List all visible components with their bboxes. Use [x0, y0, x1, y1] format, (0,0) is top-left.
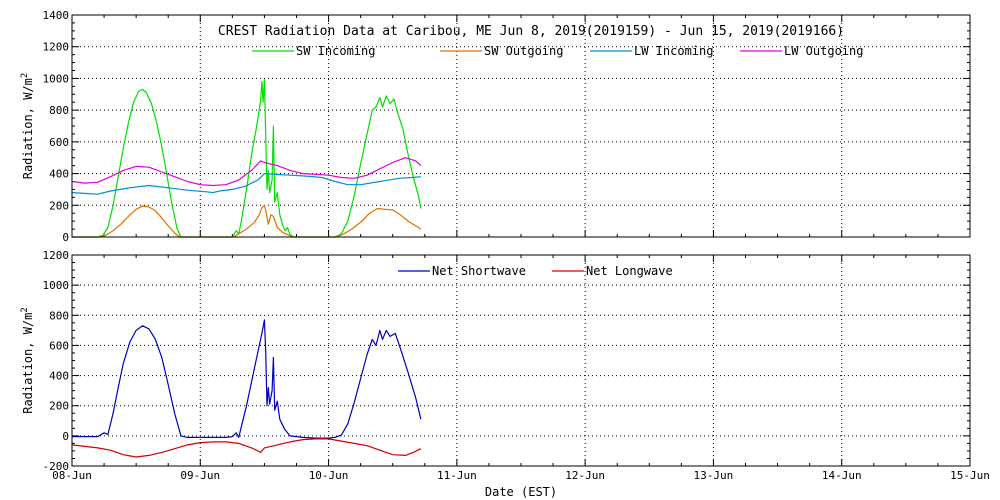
y-tick-label: -200 [43, 460, 70, 473]
y-tick-label: 1000 [43, 72, 70, 85]
legend-label: Net Shortwave [432, 264, 526, 278]
legend-label: SW Incoming [296, 44, 375, 58]
series-line-net-shortwave [72, 319, 422, 439]
plot-frame [71, 254, 971, 467]
y-tick-label: 1200 [43, 41, 70, 54]
x-tick-label: 11-Jun [437, 469, 477, 482]
chart-panel-2: -200 0 200 400 600 800 1000 1200 08-Jun 09-Jun 10-… [20, 249, 990, 499]
x-axis-title: Date (EST) [485, 485, 557, 499]
y-tick-label: 400 [49, 370, 69, 383]
x-tick-label: 09-Jun [180, 469, 220, 482]
x-tick-label: 14-Jun [822, 469, 862, 482]
x-tick-label: 08-Jun [52, 469, 92, 482]
y-tick-label: 600 [49, 136, 69, 149]
chart-panel-1: 0 200 400 600 800 1000 1200 1400 SW Incoming SW O… [20, 9, 971, 244]
series-line-sw-incoming [72, 78, 422, 238]
legend-label: LW Incoming [634, 44, 713, 58]
x-tick-label: 10-Jun [309, 469, 349, 482]
y-axis-title: Radiation, W/m2 [20, 307, 35, 414]
y-tick-label: 600 [49, 339, 69, 352]
y-tick-label: 0 [62, 430, 69, 443]
series-line-net-longwave [71, 438, 422, 458]
chart-title: CREST Radiation Data at Caribou, ME Jun … [218, 24, 844, 39]
y-tick-label: 1400 [43, 9, 70, 22]
y-axis-title: Radiation, W/m2 [20, 73, 35, 180]
legend-label: SW Outgoing [484, 44, 563, 58]
x-tick-label: 15-Jun [950, 469, 990, 482]
y-tick-label: 0 [62, 231, 69, 244]
legend-label: Net Longwave [586, 264, 673, 278]
y-tick-label: 800 [49, 309, 69, 322]
x-tick-label: 13-Jun [694, 469, 734, 482]
y-tick-label: 200 [49, 400, 69, 413]
y-tick-label: 200 [49, 199, 69, 212]
y-tick-label: 400 [49, 168, 69, 181]
plot-frame [71, 14, 971, 238]
legend-label: LW Outgoing [784, 44, 863, 58]
x-tick-label: 12-Jun [565, 469, 605, 482]
y-tick-label: 1000 [43, 279, 70, 292]
y-tick-label: 800 [49, 104, 69, 117]
series-line-lw-incoming [71, 173, 421, 195]
series-line-sw-outgoing [72, 204, 422, 238]
series-line-lw-outgoing [71, 157, 422, 187]
y-tick-label: 1200 [43, 249, 70, 262]
